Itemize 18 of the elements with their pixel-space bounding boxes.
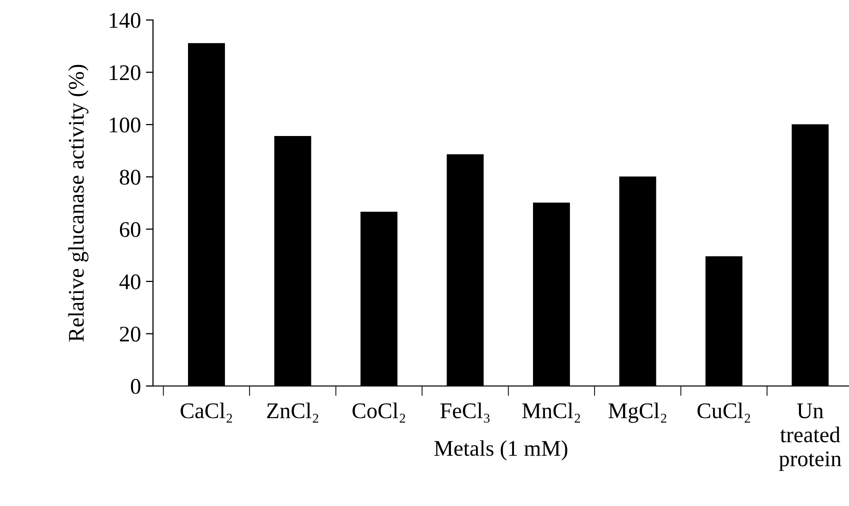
y-tick-label: 140: [110, 12, 140, 28]
y-tick-label: 100: [110, 118, 140, 132]
x-axis-title: Metals (1 mM): [434, 440, 568, 460]
y-tick-label: 0: [130, 378, 140, 394]
y-tick-label: 120: [110, 65, 140, 80]
x-tick-label: CuCl₂: [698, 402, 750, 423]
y-axis-title: Relative glucanase activity (%): [68, 64, 88, 342]
x-tick-label: Un treated protein: [779, 404, 842, 471]
x-tick-label: FeCl₃: [440, 402, 490, 423]
x-tick-label: CoCl₂: [352, 402, 406, 423]
x-tick-label: CaCl₂: [180, 402, 232, 423]
y-tick-label: 40: [119, 274, 140, 290]
x-tick-label: MnCl₂: [522, 402, 580, 423]
x-tick-label: ZnCl₂: [267, 402, 318, 423]
y-tick-label: 20: [120, 326, 140, 342]
x-tick-label: MgCl₂: [608, 402, 666, 423]
y-tick-label: 80: [120, 170, 140, 185]
y-tick-label: 60: [120, 222, 140, 238]
